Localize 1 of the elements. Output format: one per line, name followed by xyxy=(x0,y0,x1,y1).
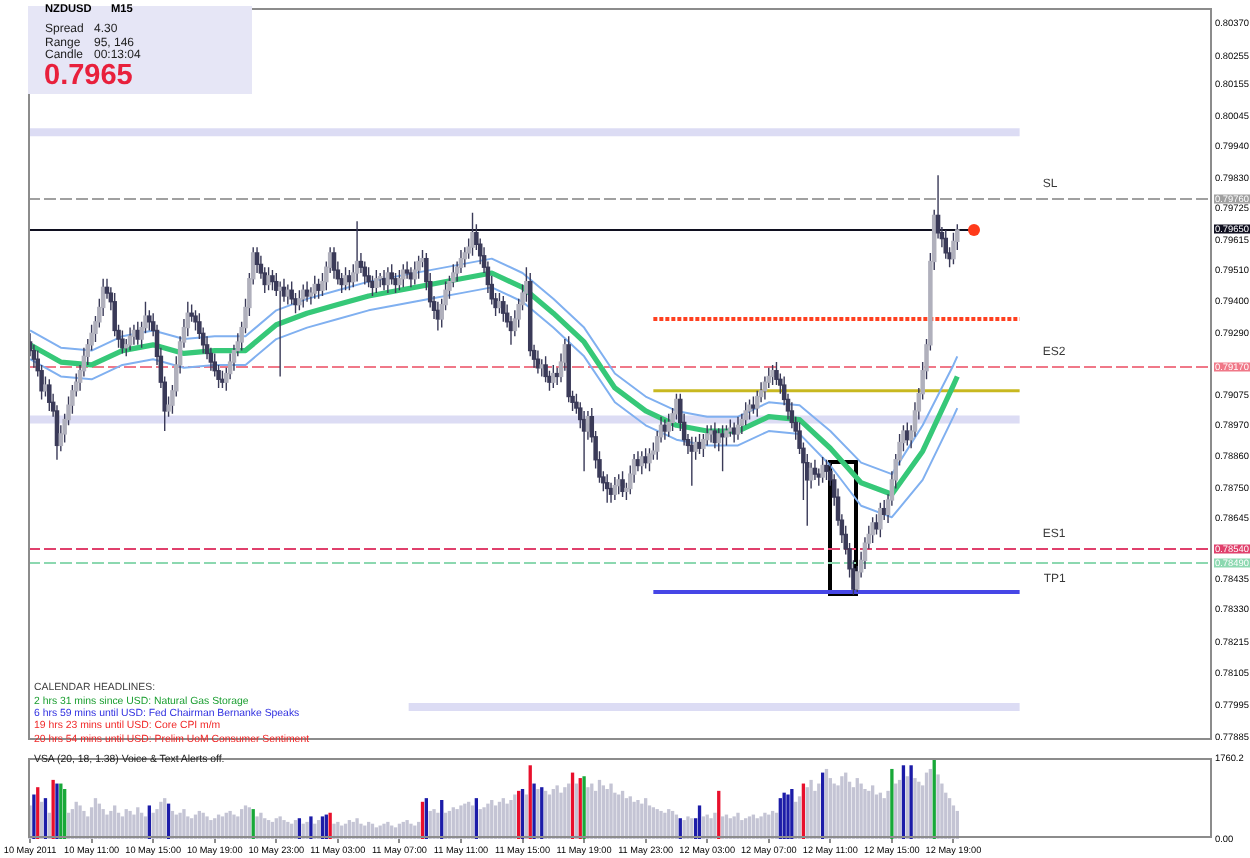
annotation: 0.7965 xyxy=(44,60,133,92)
